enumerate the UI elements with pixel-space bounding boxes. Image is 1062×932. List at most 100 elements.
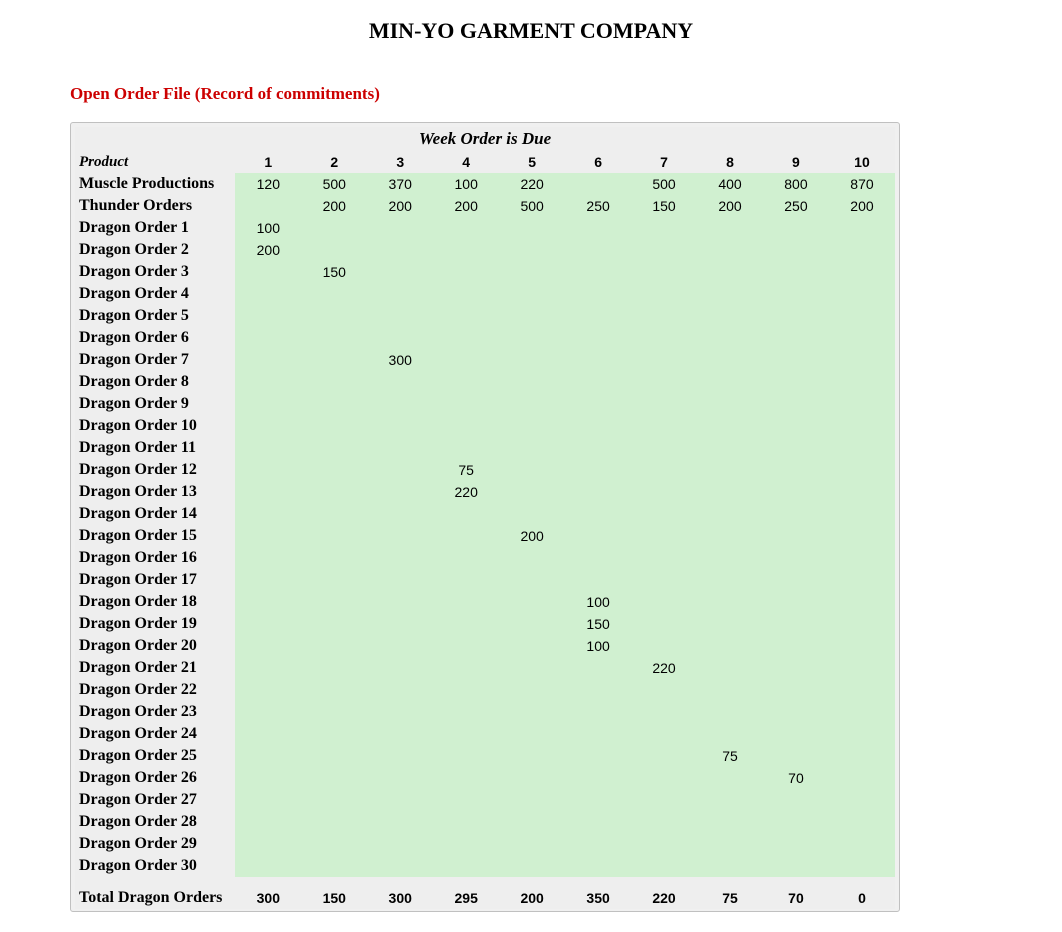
data-cell (829, 635, 895, 657)
data-cell (763, 525, 829, 547)
row-label: Dragon Order 3 (75, 261, 235, 283)
data-cell (499, 415, 565, 437)
data-cell (631, 239, 697, 261)
data-cell (499, 481, 565, 503)
table-row: Dragon Order 24 (75, 723, 895, 745)
data-cell (433, 679, 499, 701)
data-cell (433, 283, 499, 305)
data-cell (301, 855, 367, 877)
data-cell (565, 305, 631, 327)
data-cell (499, 723, 565, 745)
data-cell (697, 393, 763, 415)
data-cell (367, 855, 433, 877)
data-cell: 220 (433, 481, 499, 503)
data-cell (433, 855, 499, 877)
data-cell (697, 217, 763, 239)
data-cell (829, 657, 895, 679)
data-cell (763, 305, 829, 327)
data-cell (763, 283, 829, 305)
data-cell (301, 723, 367, 745)
data-cell (631, 767, 697, 789)
row-label: Dragon Order 16 (75, 547, 235, 569)
table-row: Muscle Productions1205003701002205004008… (75, 173, 895, 195)
data-cell (631, 261, 697, 283)
data-cell (235, 613, 301, 635)
data-cell (235, 481, 301, 503)
week-header: 2 (301, 151, 367, 173)
data-cell (763, 745, 829, 767)
data-cell (235, 833, 301, 855)
data-cell (367, 525, 433, 547)
data-cell (697, 261, 763, 283)
data-cell (301, 393, 367, 415)
row-label: Dragon Order 28 (75, 811, 235, 833)
data-cell (433, 701, 499, 723)
data-cell (367, 217, 433, 239)
data-cell (367, 701, 433, 723)
data-cell (565, 371, 631, 393)
data-cell (829, 217, 895, 239)
data-cell (565, 349, 631, 371)
data-cell (631, 525, 697, 547)
data-cell (499, 261, 565, 283)
data-cell (301, 371, 367, 393)
data-cell (301, 701, 367, 723)
data-cell (367, 723, 433, 745)
row-label: Dragon Order 15 (75, 525, 235, 547)
row-label: Dragon Order 7 (75, 349, 235, 371)
data-cell (367, 767, 433, 789)
data-cell (829, 525, 895, 547)
data-cell (697, 613, 763, 635)
data-cell (631, 745, 697, 767)
data-cell (763, 217, 829, 239)
data-cell (763, 613, 829, 635)
table-caption: Week Order is Due (75, 127, 895, 151)
total-cell: 150 (301, 887, 367, 909)
total-cell: 200 (499, 887, 565, 909)
data-cell (301, 635, 367, 657)
row-label: Dragon Order 24 (75, 723, 235, 745)
data-cell (499, 701, 565, 723)
data-cell (697, 437, 763, 459)
data-cell: 370 (367, 173, 433, 195)
data-cell (697, 481, 763, 503)
data-cell (499, 393, 565, 415)
data-cell (235, 789, 301, 811)
data-cell (631, 635, 697, 657)
data-cell (631, 283, 697, 305)
data-cell: 400 (697, 173, 763, 195)
data-cell (301, 789, 367, 811)
data-cell (367, 635, 433, 657)
data-cell (763, 415, 829, 437)
table-row: Dragon Order 27 (75, 789, 895, 811)
data-cell (697, 503, 763, 525)
data-cell: 200 (367, 195, 433, 217)
data-cell (433, 305, 499, 327)
data-cell (499, 767, 565, 789)
data-cell (367, 811, 433, 833)
data-cell: 500 (631, 173, 697, 195)
data-cell (499, 371, 565, 393)
data-cell (499, 503, 565, 525)
data-cell (433, 745, 499, 767)
data-cell (433, 547, 499, 569)
data-cell (235, 569, 301, 591)
data-cell (697, 327, 763, 349)
data-cell: 100 (565, 591, 631, 613)
data-cell: 250 (763, 195, 829, 217)
data-cell (367, 459, 433, 481)
row-label: Dragon Order 20 (75, 635, 235, 657)
page-subtitle: Open Order File (Record of commitments) (70, 84, 1062, 104)
table-row: Dragon Order 17 (75, 569, 895, 591)
data-cell (631, 305, 697, 327)
data-cell (367, 679, 433, 701)
table-row: Dragon Order 2200 (75, 239, 895, 261)
data-cell (631, 569, 697, 591)
row-label: Dragon Order 12 (75, 459, 235, 481)
data-cell (367, 547, 433, 569)
data-cell (433, 239, 499, 261)
week-header: 1 (235, 151, 301, 173)
data-cell (499, 679, 565, 701)
data-cell (697, 657, 763, 679)
data-cell: 200 (235, 239, 301, 261)
